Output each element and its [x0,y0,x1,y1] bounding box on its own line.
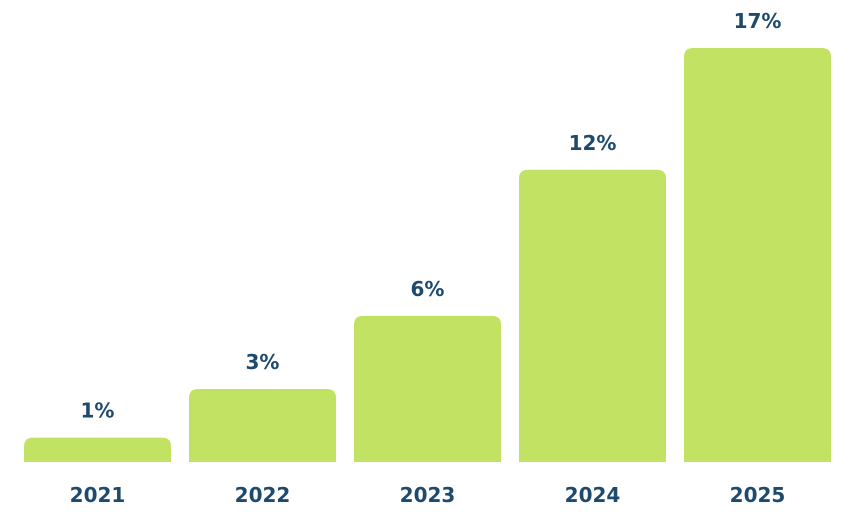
bar-2023 [354,315,501,462]
bar-2025 [684,48,831,462]
bar-2024 [519,169,666,462]
bar-2022 [189,388,336,462]
x-tick-label-2021: 2021 [70,483,126,507]
value-label-2022: 3% [246,350,280,374]
bar-2021 [24,437,171,462]
value-label-2021: 1% [81,399,115,423]
x-tick-label-2025: 2025 [730,483,786,507]
bars-group [24,48,831,462]
x-axis-tick-labels: 2021 2022 2023 2024 2025 [70,483,786,507]
x-tick-label-2024: 2024 [565,483,621,507]
value-label-2024: 12% [569,131,617,155]
value-label-2023: 6% [411,277,445,301]
value-labels-group: 1% 3% 6% 12% 17% [81,9,782,423]
value-label-2025: 17% [734,9,782,33]
x-tick-label-2023: 2023 [400,483,456,507]
x-tick-label-2022: 2022 [235,483,291,507]
